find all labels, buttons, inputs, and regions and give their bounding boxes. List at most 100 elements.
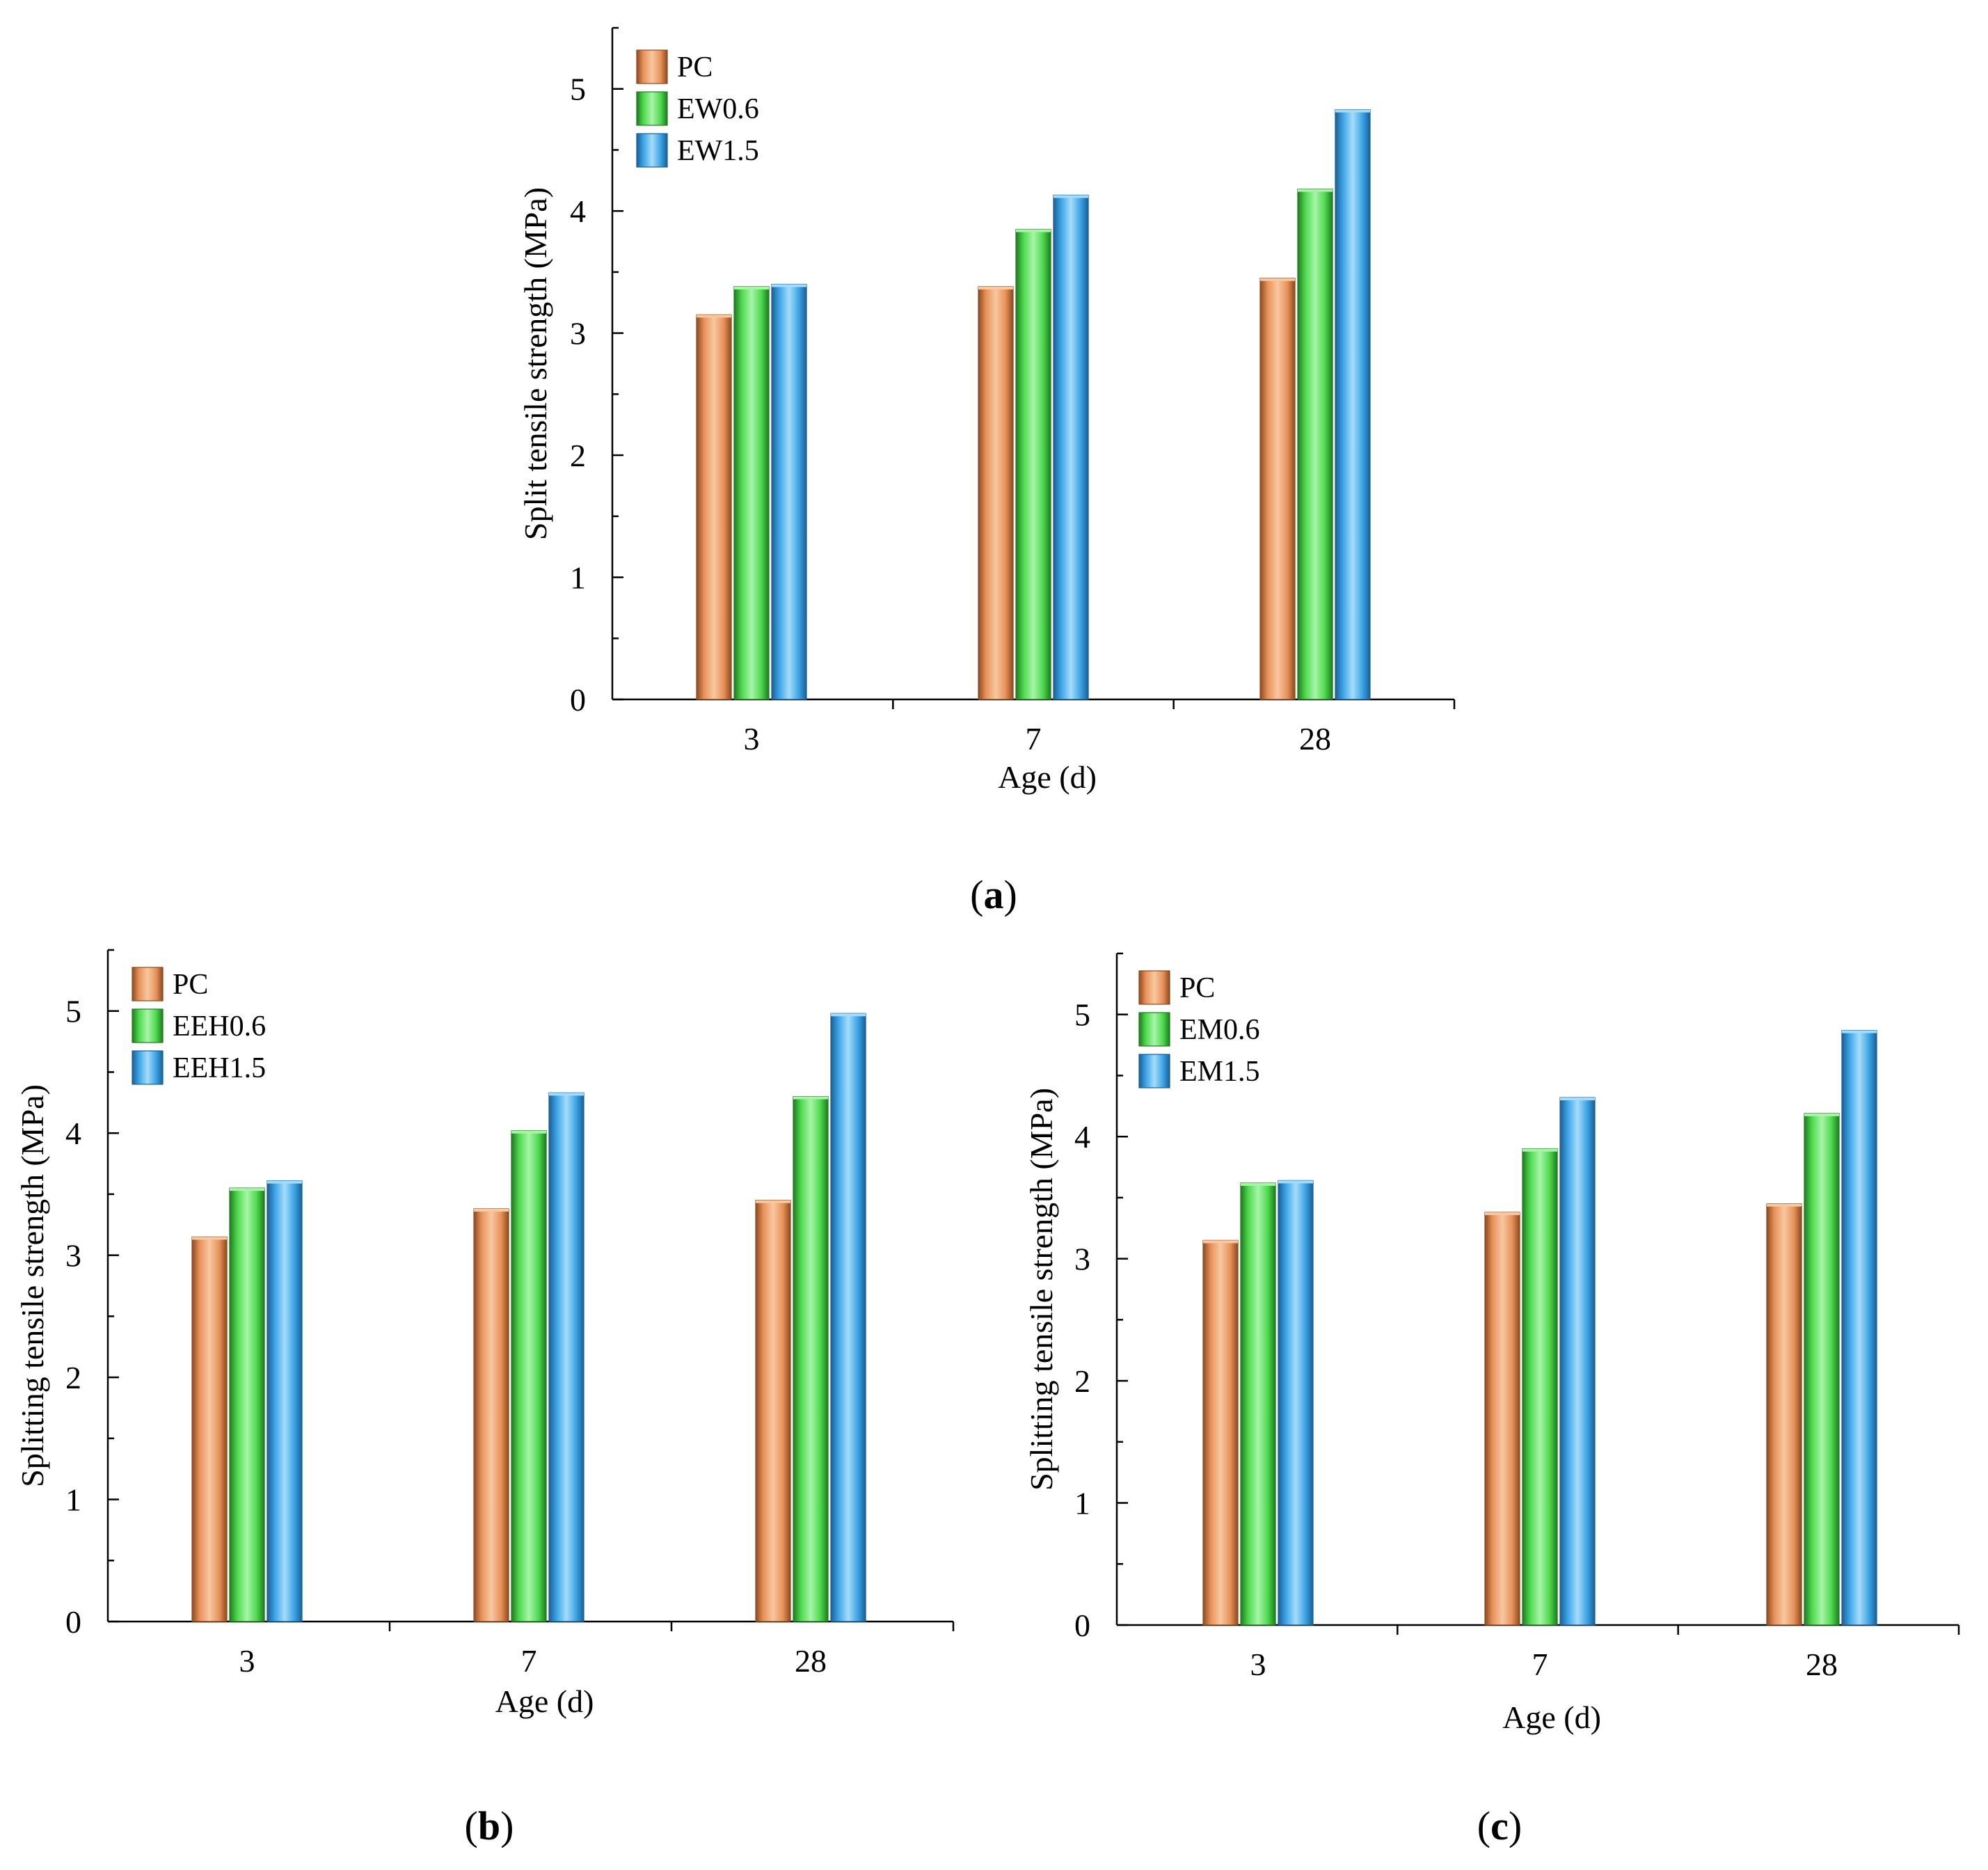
- legend-label: EW0.6: [677, 93, 759, 125]
- bar-cap: [1842, 1030, 1877, 1033]
- x-axis-title: Age (d): [998, 759, 1097, 795]
- y-tick-label: 4: [570, 193, 586, 229]
- legend-swatch: [1138, 970, 1170, 1005]
- x-tick-label: 3: [1250, 1647, 1266, 1682]
- bar-EEH0.6-7: [511, 1130, 547, 1622]
- bar-cap: [192, 1237, 227, 1240]
- x-tick-label: 7: [521, 1643, 537, 1679]
- y-tick-label: 2: [65, 1360, 81, 1395]
- y-tick-label: 2: [1074, 1363, 1090, 1399]
- y-axis-title: Splitting tensile strength (MPa): [15, 1084, 50, 1487]
- y-tick-label: 5: [65, 994, 81, 1029]
- y-axis-title: Split tensile strength (MPa): [518, 187, 553, 540]
- bar-cap: [772, 284, 806, 287]
- bar-cap: [1203, 1240, 1238, 1244]
- bar-EEH0.6-3: [229, 1187, 265, 1622]
- bar-EEH1.5-7: [548, 1092, 585, 1622]
- bar-cap: [1767, 1203, 1802, 1207]
- legend-swatch: [636, 133, 668, 168]
- bar-cap: [1298, 189, 1333, 192]
- bar-EEH1.5-3: [267, 1180, 303, 1622]
- bar-PC-28: [1259, 278, 1296, 700]
- x-tick-label: 28: [795, 1643, 827, 1679]
- y-tick-label: 5: [1074, 997, 1090, 1033]
- y-tick-label: 1: [570, 560, 586, 596]
- panel-label-b: (b): [465, 1803, 514, 1848]
- bar-cap: [697, 315, 731, 318]
- y-tick-label: 2: [570, 438, 586, 473]
- bar-cap: [1053, 195, 1088, 198]
- y-tick-label: 3: [65, 1238, 81, 1274]
- legend-label: EEH1.5: [173, 1052, 266, 1084]
- legend-label: EW1.5: [677, 135, 759, 167]
- bar-EM1.5-28: [1841, 1029, 1877, 1626]
- bar-cap: [734, 286, 769, 290]
- panel-label-a: (a): [970, 872, 1017, 917]
- legend: PC EM0.6 EM1.5: [1138, 970, 1260, 1088]
- bar-PC-3: [1202, 1239, 1239, 1626]
- y-tick-label: 5: [570, 72, 586, 107]
- x-tick-label: 28: [1806, 1647, 1838, 1682]
- bar-EW1.5-28: [1335, 109, 1371, 700]
- bar-EM0.6-7: [1522, 1148, 1558, 1626]
- x-axis-title: Age (d): [1502, 1699, 1601, 1735]
- bar-cap: [756, 1200, 790, 1203]
- bar-EEH0.6-28: [793, 1095, 829, 1622]
- bar-EM1.5-3: [1278, 1180, 1314, 1626]
- legend-swatch: [132, 967, 164, 1001]
- bar-EM1.5-7: [1559, 1097, 1596, 1626]
- bar-cap: [1804, 1113, 1839, 1116]
- bar-cap: [978, 286, 1013, 290]
- bar-cap: [1335, 109, 1370, 113]
- panel-label-c: (c): [1477, 1803, 1522, 1848]
- bar-cap: [1485, 1212, 1520, 1215]
- legend-label: PC: [677, 51, 713, 84]
- bar-cap: [1016, 229, 1051, 232]
- y-tick-label: 4: [65, 1116, 81, 1151]
- bar-cap: [1560, 1098, 1595, 1101]
- y-axis-title: Splitting tensile strength (MPa): [1024, 1088, 1059, 1491]
- bar-cap: [511, 1130, 546, 1134]
- bar-cap: [549, 1093, 584, 1096]
- legend-label: EM0.6: [1179, 1014, 1260, 1046]
- bar-EW1.5-3: [771, 283, 807, 700]
- bar-cap: [1278, 1180, 1313, 1184]
- legend-swatch: [132, 1008, 164, 1043]
- chart-panel-a: 0 1 2 3 4 5 3 7 28 Age (d) Split tensile strength …: [518, 26, 1456, 795]
- bar-cap: [267, 1180, 302, 1184]
- chart-panel-c: 0 1 2 3 4 5 3 7 28 Age (d) Splitting tensile stren…: [1024, 952, 1960, 1735]
- legend-label: PC: [173, 969, 208, 1001]
- y-tick-label: 1: [1074, 1486, 1090, 1521]
- legend-swatch: [1138, 1012, 1170, 1047]
- bar-PC-7: [1484, 1212, 1520, 1626]
- bar-PC-28: [1766, 1203, 1802, 1626]
- legend: PC EW0.6 EW1.5: [636, 49, 759, 168]
- x-tick-label: 3: [744, 721, 760, 756]
- bar-EW0.6-7: [1015, 228, 1051, 700]
- bar-EM0.6-3: [1240, 1182, 1276, 1626]
- legend-swatch: [636, 91, 668, 126]
- bar-PC-3: [696, 314, 732, 700]
- x-tick-label: 28: [1299, 721, 1331, 756]
- bar-cap: [474, 1208, 509, 1212]
- x-tick-label: 3: [239, 1643, 255, 1679]
- x-tick-label: 7: [1532, 1647, 1548, 1682]
- bar-PC-7: [473, 1208, 509, 1622]
- legend-label: PC: [1179, 972, 1215, 1004]
- bar-EW1.5-7: [1053, 194, 1089, 700]
- x-axis-title: Age (d): [495, 1683, 594, 1719]
- y-tick-label: 3: [570, 316, 586, 351]
- bar-EW0.6-3: [733, 286, 770, 700]
- y-tick-label: 3: [1074, 1242, 1090, 1277]
- bar-EEH1.5-28: [830, 1013, 866, 1622]
- legend-swatch: [636, 49, 668, 84]
- bar-cap: [1241, 1182, 1275, 1186]
- y-tick-label: 4: [1074, 1119, 1090, 1155]
- bar-EW0.6-28: [1297, 189, 1333, 700]
- y-tick-label: 0: [65, 1604, 81, 1640]
- x-tick-label: 7: [1026, 721, 1042, 756]
- bar-cap: [1260, 278, 1295, 281]
- y-tick-label: 0: [570, 682, 586, 718]
- bar-cap: [793, 1096, 828, 1100]
